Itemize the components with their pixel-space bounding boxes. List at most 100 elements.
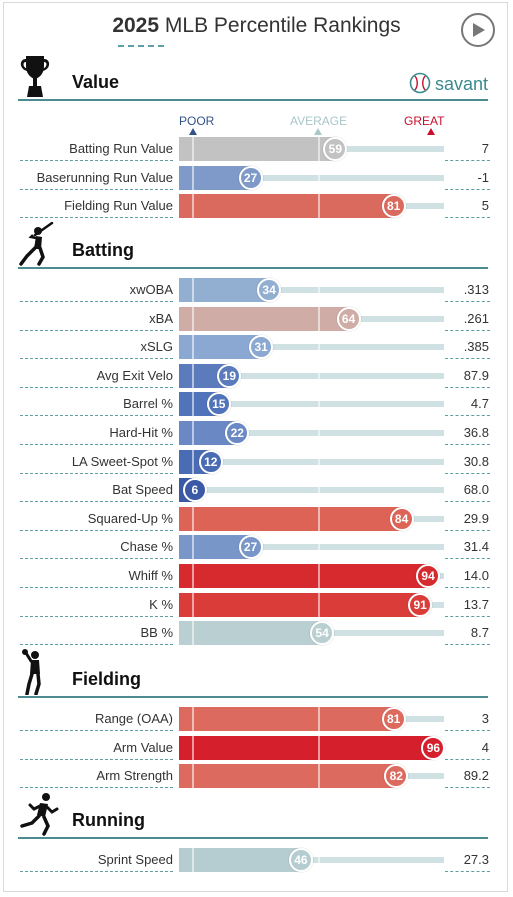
percentile-badge: 15 [206,392,231,417]
scale-great-label: GREAT [404,114,445,128]
row-divider [445,415,490,417]
section-header-fielding: Fielding [18,649,488,698]
savant-label: savant [434,74,488,94]
metric-row[interactable]: BB % 54 8.7 [0,619,513,647]
percentile-badge: 31 [249,335,274,360]
metric-row[interactable]: Squared-Up % 84 29.9 [0,505,513,533]
metric-value: 13.7 [463,596,489,612]
metric-row[interactable]: Avg Exit Velo 19 87.9 [0,362,513,390]
section-title-batting: Batting [72,240,134,260]
percentile-badge: 54 [310,621,335,646]
row-divider [445,730,490,731]
savant-logo[interactable]: savant [409,72,488,95]
percentile-track [179,401,444,408]
metric-label: Arm Value [113,739,173,755]
title-year: 2025 [112,14,160,37]
row-divider [445,758,490,760]
year-selector-underline[interactable] [118,45,164,47]
metric-value: .385 [463,339,489,355]
metric-row[interactable]: Fielding Run Value 81 5 [0,192,513,220]
percentile-badge: 94 [416,564,441,588]
percentile-track [179,458,444,465]
metric-value: 4 [481,739,489,755]
metric-label: Fielding Run Value [64,198,173,213]
percentile-track [179,544,444,551]
metric-value: 4.7 [470,396,489,412]
percentile-bar [179,621,323,646]
percentile-bar [179,848,320,872]
percentile-badge: 12 [198,449,223,474]
metric-value: .261 [463,310,489,326]
metric-row[interactable]: Barrel % 15 4.7 [0,390,513,418]
percentile-badge: 82 [384,764,409,788]
metric-row[interactable]: xBA 64 .261 [0,305,513,333]
metric-row[interactable]: Arm Value 96 4 [0,734,513,762]
row-divider [20,301,173,302]
row-divider [445,358,490,360]
row-divider [20,358,173,360]
row-divider [445,787,490,788]
metric-row[interactable]: Baserunning Run Value 27 -1 [0,164,513,192]
metric-label: Barrel % [123,396,173,412]
metric-row[interactable]: xwOBA 34 .313 [0,276,513,304]
row-divider [445,160,490,161]
title-text: MLB Percentile Rankings [164,14,401,37]
row-divider [20,615,173,617]
row-divider [445,386,490,388]
percentile-bar [179,506,402,531]
percentile-badge: 34 [257,278,282,302]
metric-label: LA Sweet-Spot % [71,453,173,469]
row-divider [445,329,490,331]
metric-label: xBA [149,310,173,326]
percentile-track [179,287,444,293]
metric-label: Bat Speed [112,482,173,498]
poor-marker-icon [189,128,197,135]
metric-value: 30.8 [463,453,489,469]
metric-label: Avg Exit Velo [96,367,173,383]
section-rule [18,837,488,839]
percentile-track [179,174,444,181]
percentile-bar [179,707,394,731]
metric-row[interactable]: Range (OAA) 81 3 [0,705,513,733]
scale-average-label: AVERAGE [290,114,348,128]
percentile-bar [179,335,321,360]
great-marker-icon [427,128,435,135]
metric-value: 8.7 [470,625,489,641]
metric-value: 68.0 [463,482,489,498]
row-divider [20,529,173,531]
percentile-bar [179,165,320,190]
play-button[interactable] [461,13,495,47]
metric-label: Chase % [120,539,173,555]
metric-row[interactable]: Batting Run Value 59 7 [0,135,513,163]
row-divider [20,501,173,503]
percentile-bar [179,535,320,560]
percentile-track [179,344,444,351]
metric-label: Sprint Speed [97,852,173,867]
percentile-track [179,487,444,494]
row-divider [445,301,490,302]
metric-row[interactable]: Bat Speed 6 68.0 [0,476,513,504]
percentile-badge: 64 [336,306,361,331]
metric-row[interactable]: Arm Strength 82 89.2 [0,762,513,790]
fielder-icon [22,649,41,695]
metric-row[interactable]: Sprint Speed 46 27.3 [0,846,513,874]
section-title-value: Value [72,72,120,92]
percentile-bar [179,194,394,218]
percentile-badge: 91 [408,592,433,617]
percentile-badge: 22 [225,421,250,445]
row-divider [445,558,490,560]
metric-row[interactable]: LA Sweet-Spot % 12 30.8 [0,448,513,476]
metric-value: 14.0 [463,568,489,583]
metric-row[interactable]: Chase % 27 31.4 [0,533,513,561]
percentile-bar [179,278,321,302]
row-divider [20,730,173,731]
metric-value: 7 [481,141,489,156]
percentile-badge: 81 [381,194,406,218]
metric-row[interactable]: Hard-Hit % 22 36.8 [0,419,513,447]
percentile-badge: 84 [389,506,414,531]
metric-row[interactable]: K % 91 13.7 [0,591,513,619]
metric-row[interactable]: Whiff % 94 14.0 [0,562,513,590]
metric-row[interactable]: xSLG 31 .385 [0,333,513,361]
metric-value: 3 [481,711,489,726]
row-divider [445,188,490,190]
